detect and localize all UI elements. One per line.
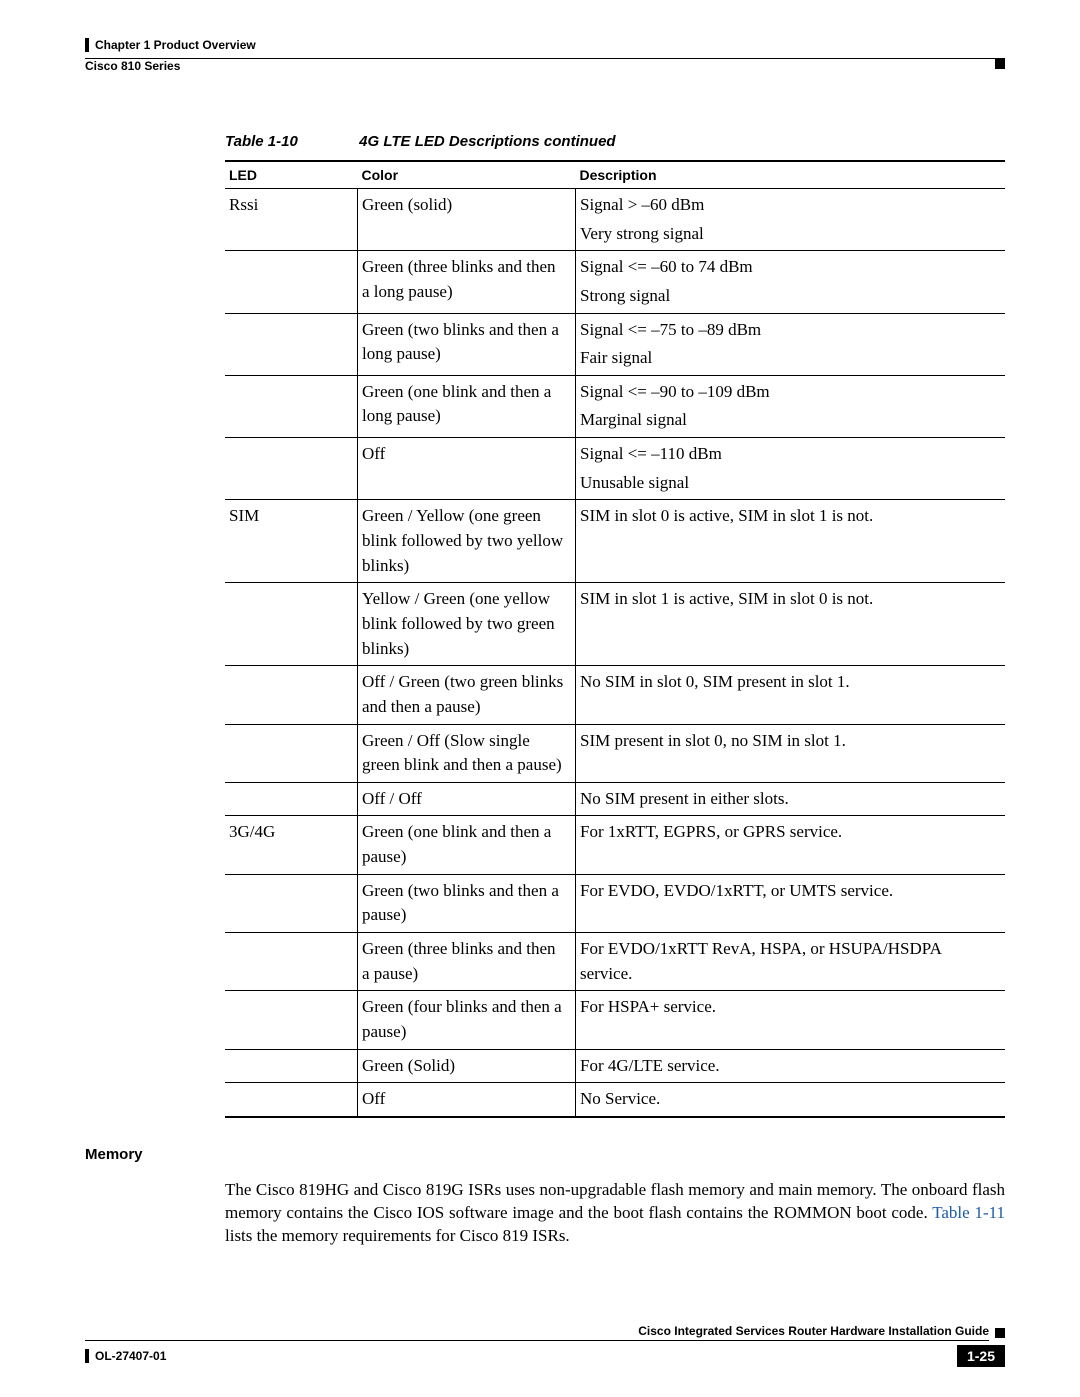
memory-paragraph: The Cisco 819HG and Cisco 819G ISRs uses… — [225, 1179, 1005, 1248]
cell-description: SIM in slot 1 is active, SIM in slot 0 i… — [576, 583, 1006, 666]
cell-description: Signal > –60 dBmVery strong signal — [576, 189, 1006, 251]
led-table: LED Color Description RssiGreen (solid)S… — [225, 160, 1005, 1118]
cell-description: Signal <= –90 to –109 dBmMarginal signal — [576, 375, 1006, 437]
cell-color: Green / Yellow (one green blink followed… — [358, 500, 576, 583]
cell-led — [225, 313, 358, 375]
page-footer: Cisco Integrated Services Router Hardwar… — [85, 1324, 1005, 1367]
cell-color: Green / Off (Slow single green blink and… — [358, 724, 576, 782]
paragraph-text-2: lists the memory requirements for Cisco … — [225, 1226, 570, 1245]
cell-description: No Service. — [576, 1083, 1006, 1117]
cell-description-sub: Unusable signal — [580, 471, 997, 496]
cell-led — [225, 375, 358, 437]
footer-guide-title: Cisco Integrated Services Router Hardwar… — [85, 1324, 989, 1341]
col-description: Description — [576, 161, 1006, 189]
cell-description: For 1xRTT, EGPRS, or GPRS service. — [576, 816, 1006, 874]
col-color: Color — [358, 161, 576, 189]
cell-description: For EVDO, EVDO/1xRTT, or UMTS service. — [576, 874, 1006, 932]
cell-color: Green (three blinks and then a long paus… — [358, 251, 576, 313]
chapter-label: Chapter 1 Product Overview — [85, 38, 256, 52]
series-label: Cisco 810 Series — [85, 59, 180, 73]
table-row: RssiGreen (solid)Signal > –60 dBmVery st… — [225, 189, 1005, 251]
cell-led: SIM — [225, 500, 358, 583]
cell-led — [225, 933, 358, 991]
cell-description: No SIM in slot 0, SIM present in slot 1. — [576, 666, 1006, 724]
cell-led — [225, 438, 358, 500]
page-number: 1-25 — [957, 1345, 1005, 1367]
cell-color: Off — [358, 438, 576, 500]
table-row: Green / Off (Slow single green blink and… — [225, 724, 1005, 782]
table-row: OffNo Service. — [225, 1083, 1005, 1117]
footer-marker-icon — [995, 1328, 1005, 1338]
cell-led — [225, 1083, 358, 1117]
cell-description-sub: Marginal signal — [580, 408, 997, 433]
cell-color: Green (Solid) — [358, 1049, 576, 1083]
cell-color: Green (three blinks and then a pause) — [358, 933, 576, 991]
table-row: 3G/4GGreen (one blink and then a pause)F… — [225, 816, 1005, 874]
cell-led — [225, 583, 358, 666]
col-led: LED — [225, 161, 358, 189]
cell-description-sub: Strong signal — [580, 284, 997, 309]
cell-description: SIM in slot 0 is active, SIM in slot 1 i… — [576, 500, 1006, 583]
table-row: SIMGreen / Yellow (one green blink follo… — [225, 500, 1005, 583]
table-title: 4G LTE LED Descriptions continued — [359, 133, 615, 150]
cell-color: Green (four blinks and then a pause) — [358, 991, 576, 1049]
cell-description: For HSPA+ service. — [576, 991, 1006, 1049]
cell-color: Green (two blinks and then a long pause) — [358, 313, 576, 375]
table-row: Green (two blinks and then a pause)For E… — [225, 874, 1005, 932]
cell-color: Green (solid) — [358, 189, 576, 251]
cell-color: Green (two blinks and then a pause) — [358, 874, 576, 932]
table-row: Yellow / Green (one yellow blink followe… — [225, 583, 1005, 666]
paragraph-text-1: The Cisco 819HG and Cisco 819G ISRs uses… — [225, 1180, 1005, 1222]
cell-led — [225, 782, 358, 816]
cell-led: 3G/4G — [225, 816, 358, 874]
table-caption: Table 1-10 4G LTE LED Descriptions conti… — [225, 133, 1005, 150]
cell-led — [225, 991, 358, 1049]
cell-description: For 4G/LTE service. — [576, 1049, 1006, 1083]
cell-led: Rssi — [225, 189, 358, 251]
cell-color: Green (one blink and then a long pause) — [358, 375, 576, 437]
cell-led — [225, 666, 358, 724]
cell-description-sub: Fair signal — [580, 346, 997, 371]
cell-color: Off — [358, 1083, 576, 1117]
cell-color: Off / Green (two green blinks and then a… — [358, 666, 576, 724]
table-number: Table 1-10 — [225, 133, 355, 150]
table-row: OffSignal <= –110 dBmUnusable signal — [225, 438, 1005, 500]
cell-description: SIM present in slot 0, no SIM in slot 1. — [576, 724, 1006, 782]
cell-led — [225, 1049, 358, 1083]
table-row: Green (two blinks and then a long pause)… — [225, 313, 1005, 375]
table-row: Green (Solid)For 4G/LTE service. — [225, 1049, 1005, 1083]
cell-description: For EVDO/1xRTT RevA, HSPA, or HSUPA/HSDP… — [576, 933, 1006, 991]
cell-led — [225, 251, 358, 313]
section-heading-memory: Memory — [85, 1146, 1005, 1163]
cell-description: Signal <= –60 to 74 dBmStrong signal — [576, 251, 1006, 313]
table-row: Green (three blinks and then a long paus… — [225, 251, 1005, 313]
cell-description: No SIM present in either slots. — [576, 782, 1006, 816]
table-row: Green (four blinks and then a pause)For … — [225, 991, 1005, 1049]
header-marker-icon — [995, 59, 1005, 69]
cell-color: Green (one blink and then a pause) — [358, 816, 576, 874]
cell-color: Off / Off — [358, 782, 576, 816]
cell-color: Yellow / Green (one yellow blink followe… — [358, 583, 576, 666]
cell-description: Signal <= –110 dBmUnusable signal — [576, 438, 1006, 500]
table-row: Off / Green (two green blinks and then a… — [225, 666, 1005, 724]
table-row: Green (three blinks and then a pause)For… — [225, 933, 1005, 991]
table-link[interactable]: Table 1-11 — [932, 1203, 1005, 1222]
table-row: Green (one blink and then a long pause)S… — [225, 375, 1005, 437]
cell-description-sub: Very strong signal — [580, 222, 997, 247]
cell-description: Signal <= –75 to –89 dBmFair signal — [576, 313, 1006, 375]
cell-led — [225, 724, 358, 782]
cell-led — [225, 874, 358, 932]
footer-doc-number: OL-27407-01 — [85, 1349, 166, 1363]
table-row: Off / OffNo SIM present in either slots. — [225, 782, 1005, 816]
